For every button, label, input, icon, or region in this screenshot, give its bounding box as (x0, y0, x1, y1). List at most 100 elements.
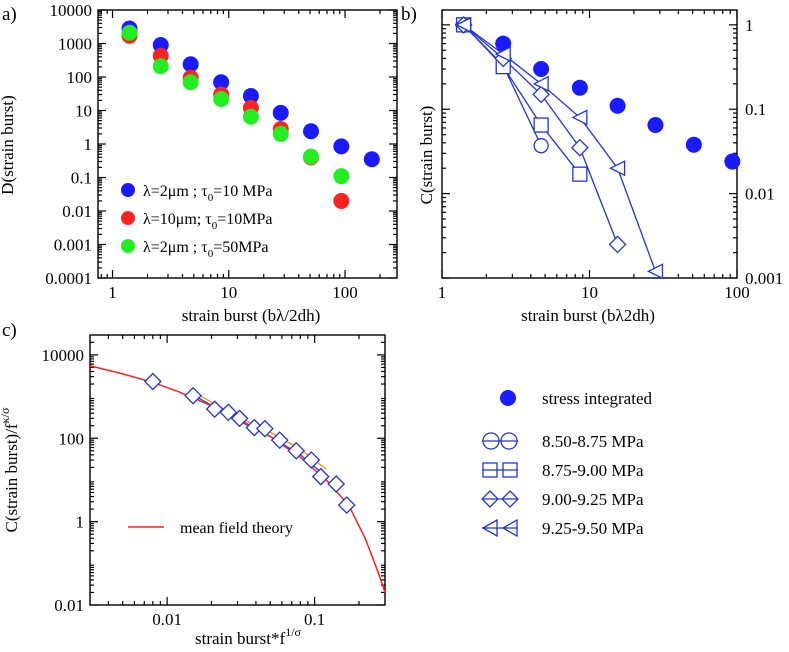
panel-c-plot-frame (89, 334, 386, 606)
legend-b-open-diamond-1 (481, 490, 499, 508)
legend-b-label-stress: stress integrated (542, 389, 652, 408)
panel-b-chart: 1 10 1000.001 0.01 0.1 1 (438, 9, 783, 302)
panel-c-ytick-label: 100 (59, 429, 85, 448)
panel-a-point-s2 (303, 148, 320, 165)
legend-a-label-2: λ=10μm; τ0=10MPa (143, 211, 272, 232)
panel-a-ytick-label: 10 (75, 102, 92, 121)
panel-c-ytick-label: 0.01 (54, 596, 84, 615)
panel-c-chart: 0.01 0.1 0.01 1 100 10000 (42, 334, 386, 629)
legend-b: stress integrated 8.50-8.75 MPa 8.75-9.0… (481, 389, 652, 538)
panel-b-xtick-label: 1 (438, 283, 447, 302)
panel-a-ytick-label: 1 (84, 135, 93, 154)
panel-b-xtick-label: 10 (581, 283, 598, 302)
panel-c-point (255, 419, 274, 438)
panel-label-b: b) (401, 4, 417, 25)
legend-a-marker-green (121, 239, 135, 253)
legend-b-label-range3: 9.00-9.25 MPa (542, 490, 644, 509)
panel-b-point-s0 (533, 60, 550, 77)
panel-c-point (327, 475, 346, 493)
panel-b-point-s4 (494, 46, 511, 63)
panel-a-chart: 1 10 100 0.0001 0.001 0.01 0.1 1 10 100 1000 10000 (45, 1, 398, 302)
panel-c-point (245, 418, 264, 437)
panel-b-point-s2 (533, 117, 549, 133)
panel-a-point-s2 (182, 74, 199, 91)
panel-c-point (270, 431, 289, 450)
panel-b-series-line-4 (463, 24, 657, 272)
panel-a-legend: λ=2μm ; τ0=10 MPa λ=10μm; τ0=10MPa λ=2μm… (121, 183, 272, 260)
panel-b-ytick-label: 1 (745, 16, 754, 35)
panel-c-legend: mean field theory (128, 520, 293, 537)
panel-label-c: c) (2, 320, 17, 341)
panel-a-xlabel: strain burst (bλ/2dh) (182, 306, 321, 325)
panel-a-ytick-label: 100 (67, 68, 93, 87)
panel-a-point-s0 (242, 88, 259, 105)
panel-c-point (337, 496, 356, 514)
panel-a-point-s0 (303, 123, 320, 140)
legend-a-label-3: λ=2μm ; τ0=50MPa (143, 239, 268, 260)
panel-b-ytick-label: 0.01 (745, 185, 775, 204)
panel-a-point-s2 (242, 108, 259, 125)
legend-b-open-square-1 (482, 462, 498, 478)
panel-b-ytick-label: 0.1 (745, 100, 766, 119)
panel-label-a: a) (2, 4, 17, 25)
panel-b-point-s0 (685, 136, 702, 153)
panel-c-point (184, 386, 203, 405)
panel-b-point-s1 (533, 138, 549, 154)
panel-a-point-s1 (333, 192, 350, 209)
panel-a-point-s0 (213, 74, 230, 91)
panel-b-ytick-label: 0.001 (745, 269, 783, 288)
panel-c-theory-curve (89, 364, 386, 593)
panel-b-point-s3 (608, 235, 627, 254)
panel-a-ytick-label: 0.0001 (45, 269, 92, 288)
panel-c-xtick-label: 0.01 (152, 610, 182, 629)
panel-b-point-s0 (571, 79, 588, 96)
panel-b-series-line-2 (463, 24, 581, 175)
panel-b-point-s3 (532, 85, 551, 104)
panel-a-xtick-label: 1 (108, 283, 117, 302)
panel-c-point (219, 403, 238, 422)
panel-b-point-s3 (570, 138, 589, 157)
legend-a-label-1: λ=2μm ; τ0=10 MPa (143, 183, 272, 204)
panel-a-ytick-label: 0.1 (71, 169, 92, 188)
legend-b-open-diamond-2 (501, 490, 519, 508)
panel-b-series-line-3 (463, 24, 619, 245)
legend-b-open-triangle-1 (481, 518, 498, 538)
panel-c-point (205, 400, 224, 419)
legend-b-open-circle-2 (500, 432, 518, 450)
panel-b-point-s0 (609, 97, 626, 114)
legend-b-open-triangle-2 (501, 518, 518, 538)
legend-c-theory-label: mean field theory (180, 520, 293, 537)
panel-b-point-s2 (572, 166, 588, 182)
panel-c-ytick-label: 1 (76, 513, 85, 532)
panel-c-point (311, 467, 330, 486)
panel-a-point-s0 (363, 151, 380, 168)
panel-c-point (302, 451, 321, 469)
panel-a-xtick-label: 100 (332, 283, 358, 302)
legend-b-filled-circle (500, 390, 516, 406)
panel-b-point-s4 (609, 160, 626, 177)
legend-b-label-range2: 8.75-9.00 MPa (542, 461, 644, 480)
panel-b-point-s0 (647, 117, 664, 134)
panel-a-ylabel: D(strain burst) (0, 95, 17, 195)
panel-a-point-s2 (333, 168, 350, 185)
panel-c-point (230, 409, 249, 428)
panel-b-point-s4 (532, 75, 549, 92)
panel-b-point-s4 (455, 16, 472, 33)
panel-a-point-s0 (182, 56, 199, 73)
panel-c-xtick-label: 0.1 (304, 610, 325, 629)
panel-a-point-s0 (272, 104, 289, 121)
panel-b-xlabel: strain burst (bλ2dh) (521, 306, 655, 325)
panel-b-point-s4 (571, 109, 588, 126)
panel-a-point-s2 (121, 24, 138, 41)
panel-a-ytick-label: 1000 (58, 35, 92, 54)
legend-a-marker-red (121, 211, 135, 225)
panel-c-xlabel: strain burst*f1/σ (195, 625, 302, 648)
panel-b-point-s4 (647, 263, 664, 280)
panel-b-ylabel: C(strain burst) (417, 106, 436, 205)
panel-a-point-s2 (272, 125, 289, 142)
panel-b-point-s0 (495, 35, 512, 52)
panel-c-ytick-label: 10000 (42, 346, 85, 365)
panel-a-point-s2 (213, 91, 230, 108)
panel-a-xtick-label: 10 (220, 283, 237, 302)
